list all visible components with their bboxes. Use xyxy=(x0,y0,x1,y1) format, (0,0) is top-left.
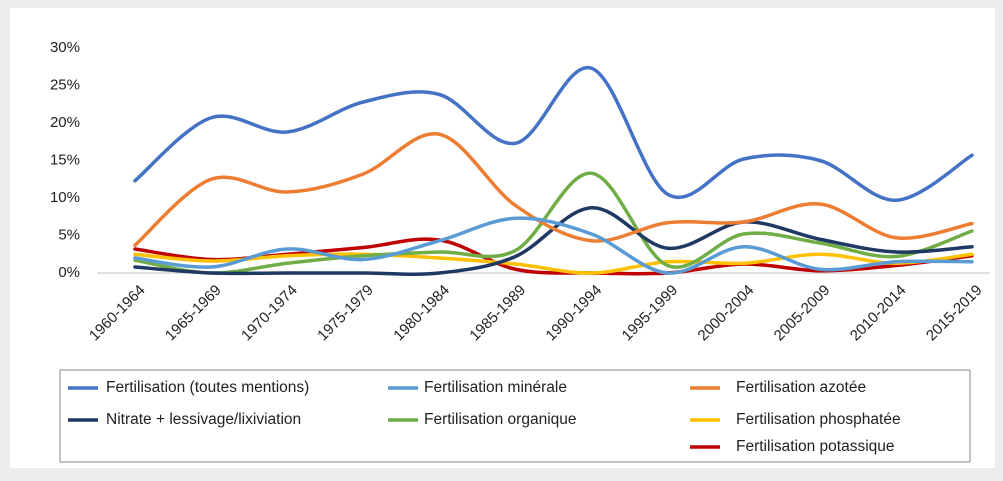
y-tick-label: 10% xyxy=(50,189,80,206)
y-tick-label: 25% xyxy=(50,76,80,93)
legend-label: Nitrate + lessivage/lixiviation xyxy=(106,411,301,428)
series-line xyxy=(133,66,974,203)
legend-label: Fertilisation potassique xyxy=(736,438,895,455)
series-line xyxy=(133,171,974,275)
legend-box xyxy=(59,369,971,463)
legend-label: Fertilisation organique xyxy=(424,411,577,428)
y-tick-label: 15% xyxy=(50,151,80,168)
series-line xyxy=(133,205,974,276)
y-tick-label: 20% xyxy=(50,114,80,131)
series-line xyxy=(133,252,974,275)
y-tick-label: 5% xyxy=(58,226,80,243)
y-tick-label: 0% xyxy=(58,264,80,281)
y-tick-label: 30% xyxy=(50,39,80,56)
legend-label: Fertilisation phosphatée xyxy=(736,411,901,428)
legend-label: Fertilisation azotée xyxy=(736,379,866,396)
legend-label: Fertilisation (toutes mentions) xyxy=(106,379,309,396)
series-line xyxy=(133,216,974,275)
legend-label: Fertilisation minérale xyxy=(424,379,567,396)
legend: Fertilisation (toutes mentions) Fertilisa… xyxy=(68,379,901,455)
series-line xyxy=(133,132,974,247)
